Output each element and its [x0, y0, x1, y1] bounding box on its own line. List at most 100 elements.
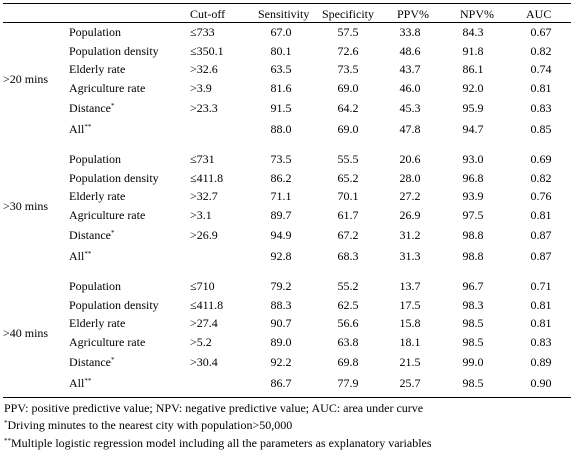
param-label: Population: [69, 279, 121, 293]
header-rule: [3, 22, 571, 23]
cell-ppv: 18.1: [399, 334, 421, 349]
cell-auc: 0.83: [530, 101, 552, 115]
param-name: Agriculture rate: [69, 207, 146, 222]
header-cutoff: Cut-off: [190, 7, 226, 21]
cell-ppv: 25.7: [399, 375, 421, 390]
cell-spec: 69.0: [337, 121, 359, 136]
cell-spec: 69.8: [337, 355, 359, 369]
param-name: Distance: [69, 228, 111, 242]
bottom-rule: [3, 397, 571, 398]
param-label: All**: [69, 249, 91, 263]
cell-ppv: 45.3: [399, 101, 421, 115]
footnote-driving: *Driving minutes to the nearest city wit…: [4, 418, 292, 432]
cell-cutoff: ≤710: [190, 279, 215, 293]
cell-npv: 96.7: [462, 279, 484, 293]
top-rule: [3, 3, 571, 4]
param-label: Agriculture rate: [69, 208, 145, 222]
cell-spec: 72.6: [337, 43, 359, 58]
cell-cutoff: >5.2: [190, 334, 212, 349]
cell-ppv: 15.8: [399, 316, 421, 330]
cell-sens: 92.2: [270, 355, 292, 369]
cell-npv: 98.8: [462, 248, 484, 263]
param-mark: **: [84, 122, 92, 131]
param-label: All**: [69, 376, 91, 390]
param-name: Agriculture rate: [69, 334, 146, 349]
cell-sens: 91.5: [270, 101, 292, 115]
cell-sens: 73.5: [270, 152, 292, 166]
cell-auc: 0.71: [530, 279, 552, 293]
param-label: Elderly rate: [69, 189, 125, 203]
param-mark: *: [110, 102, 115, 110]
cell-ppv: 47.8: [399, 121, 421, 136]
param-label: Distance*: [69, 228, 114, 242]
header-ppv: PPV%: [397, 7, 430, 21]
cell-cutoff: >32.6: [190, 62, 218, 76]
param-name: Population density: [69, 297, 159, 312]
param-name: Distance: [69, 101, 111, 115]
cell-cutoff: ≤733: [190, 25, 215, 39]
param-name: All: [69, 248, 85, 263]
group-label: >20 mins: [3, 72, 49, 86]
param-label: Elderly rate: [69, 62, 125, 76]
param-name: Population: [69, 25, 122, 39]
cell-sens: 89.7: [270, 207, 292, 222]
cell-sens: 80.1: [270, 43, 292, 58]
param-label: Agriculture rate: [69, 335, 145, 349]
group-label: >30 mins: [3, 199, 49, 213]
cell-auc: 0.69: [530, 152, 552, 166]
cell-sens: 67.0: [270, 25, 292, 39]
cell-spec: 55.2: [337, 279, 359, 293]
cell-spec: 55.5: [337, 152, 359, 166]
cell-ppv: 46.0: [399, 80, 421, 95]
param-label: Agriculture rate: [69, 81, 145, 95]
cell-spec: 77.9: [337, 375, 359, 390]
param-name: Population density: [69, 43, 159, 58]
cell-auc: 0.83: [530, 334, 552, 349]
cell-ppv: 13.7: [399, 279, 421, 293]
param-name: Distance: [69, 355, 111, 369]
cell-npv: 86.1: [462, 62, 484, 76]
cell-sens: 79.2: [270, 279, 292, 293]
cell-npv: 96.8: [462, 170, 484, 185]
cell-auc: 0.85: [530, 121, 552, 136]
cell-sens: 63.5: [270, 62, 292, 76]
footnote-model-text: Multiple logistic regression model inclu…: [11, 436, 432, 450]
header-npv: NPV%: [460, 7, 495, 21]
cell-spec: 61.7: [337, 207, 359, 222]
cell-auc: 0.87: [530, 228, 552, 242]
cell-spec: 68.3: [337, 248, 359, 263]
param-name: Elderly rate: [69, 316, 126, 330]
param-label: Distance*: [69, 101, 114, 115]
cell-auc: 0.81: [530, 207, 552, 222]
cell-ppv: 20.6: [399, 152, 421, 166]
param-name: Population density: [69, 170, 159, 185]
param-label: All**: [69, 122, 91, 136]
cell-cutoff: >32.7: [190, 189, 218, 203]
cell-auc: 0.76: [530, 189, 552, 203]
cell-cutoff: ≤411.8: [190, 170, 224, 185]
cell-ppv: 17.5: [399, 297, 421, 312]
cell-spec: 64.2: [337, 101, 359, 115]
cell-spec: 70.1: [337, 189, 359, 203]
param-name: Population: [69, 152, 122, 166]
cell-spec: 69.0: [337, 80, 359, 95]
cell-ppv: 21.5: [399, 355, 421, 369]
param-label: Elderly rate: [69, 316, 125, 330]
cell-ppv: 48.6: [399, 43, 421, 58]
cell-sens: 81.6: [270, 80, 292, 95]
cell-spec: 73.5: [337, 62, 359, 76]
cell-cutoff: ≤350.1: [190, 43, 224, 58]
cell-auc: 0.87: [530, 248, 552, 263]
footnote-model: **Multiple logistic regression model inc…: [4, 436, 432, 450]
param-mark: *: [110, 356, 115, 364]
cell-spec: 62.5: [337, 297, 359, 312]
footnote-abbrev-text: PPV: positive predictive value; NPV: neg…: [4, 401, 424, 415]
param-label: Population density: [69, 44, 159, 58]
cell-npv: 98.5: [462, 334, 484, 349]
cell-sens: 71.1: [270, 189, 292, 203]
cell-npv: 97.5: [462, 207, 484, 222]
param-name: All: [69, 375, 85, 390]
cell-sens: 90.7: [270, 316, 292, 330]
param-name: Elderly rate: [69, 62, 126, 76]
param-label: Population density: [69, 298, 159, 312]
